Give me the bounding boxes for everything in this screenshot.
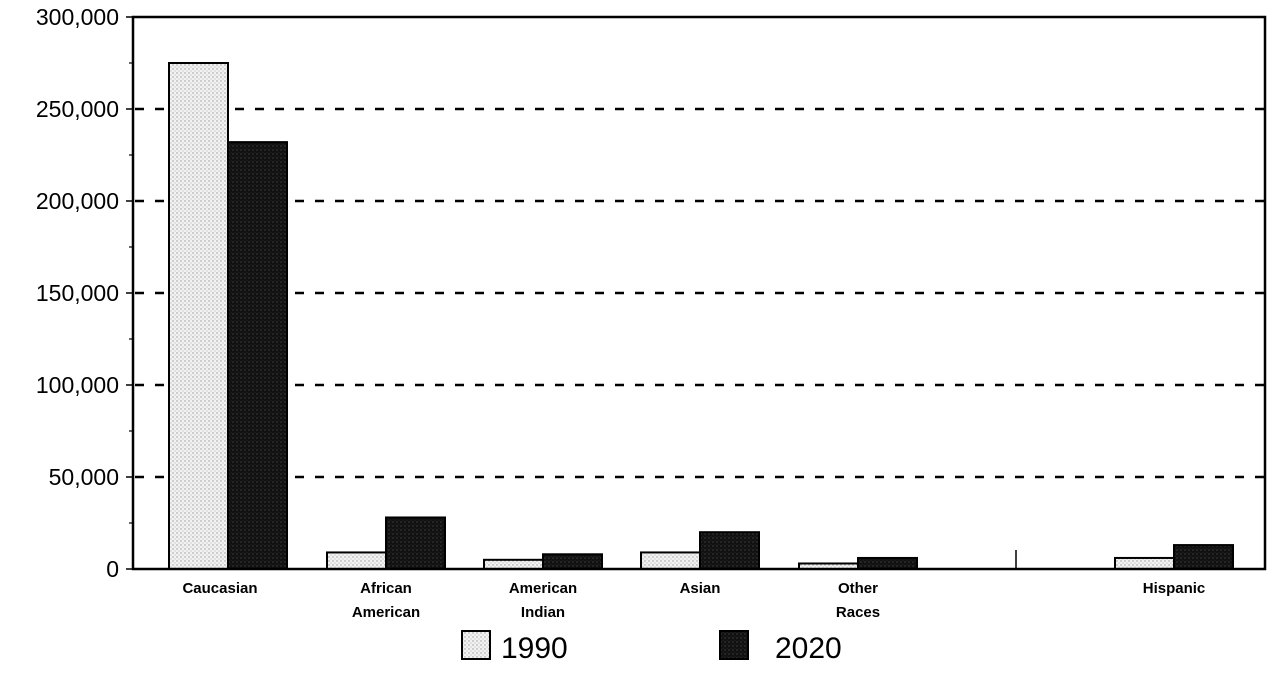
bar-1990 xyxy=(1114,556,1175,571)
x-tick-label: Asian xyxy=(680,580,721,597)
axes xyxy=(126,15,1267,571)
bar-1990 xyxy=(326,551,387,571)
y-tick-label: 200,000 xyxy=(36,188,119,214)
bar-2020 xyxy=(227,141,288,570)
bar-1990 xyxy=(640,551,701,571)
x-axis-tick-labels: Caucasian African American American Indian As… xyxy=(182,580,1205,621)
plot-frame xyxy=(131,15,1267,571)
bar-2020 xyxy=(385,516,446,570)
y-tick-label: 150,000 xyxy=(36,280,119,306)
bar-2020 xyxy=(857,556,918,571)
legend: 1990 2020 xyxy=(461,630,842,665)
bar-1990 xyxy=(168,62,229,570)
bar-1990 xyxy=(483,558,544,570)
bar-2020 xyxy=(699,531,760,571)
x-tick-label: Hispanic xyxy=(1143,580,1206,597)
y-tick-label: 100,000 xyxy=(36,372,119,398)
y-tick-label: 250,000 xyxy=(36,96,119,122)
bar-2020 xyxy=(542,553,603,571)
y-axis-tick-labels: 0 50,000 100,000 150,000 200,000 250,000 300,0… xyxy=(36,4,119,582)
x-tick-label: American Indian xyxy=(509,580,577,621)
x-tick-label: Other Races xyxy=(836,580,880,621)
legend-label-2020: 2020 xyxy=(775,632,842,665)
grid-lines xyxy=(135,107,1265,479)
legend-label-1990: 1990 xyxy=(501,632,568,665)
x-tick-label: Caucasian xyxy=(182,580,257,597)
x-tick-label: African American xyxy=(352,580,420,621)
bar-2020 xyxy=(1173,544,1234,571)
bars xyxy=(168,62,1234,571)
y-tick-label: 0 xyxy=(106,556,119,582)
y-tick-label: 300,000 xyxy=(36,4,119,30)
y-tick-label: 50,000 xyxy=(49,464,119,490)
legend-swatch-1990 xyxy=(461,630,491,660)
legend-swatch-2020 xyxy=(719,630,749,660)
